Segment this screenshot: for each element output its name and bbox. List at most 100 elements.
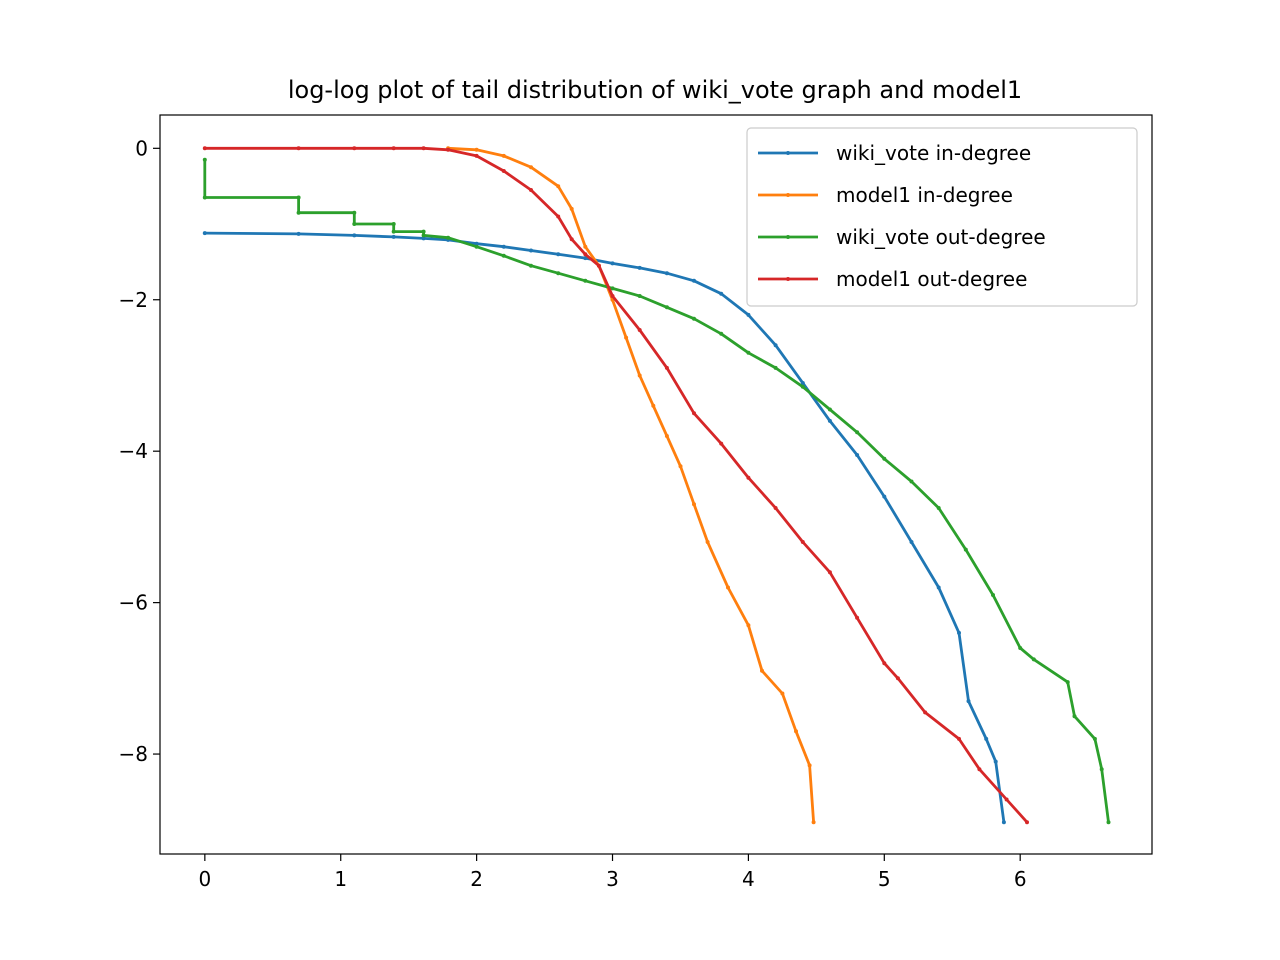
- series-2-point-13: [529, 263, 533, 268]
- series-0-point-16: [746, 312, 751, 317]
- series-3-point-17: [719, 441, 724, 446]
- series-1-point-6: [583, 244, 588, 249]
- series-2-point-17: [637, 294, 642, 298]
- series-0-point-6: [474, 241, 479, 246]
- series-1-point-13: [678, 464, 683, 469]
- series-0-point-10: [583, 256, 588, 261]
- series-3-point-10: [569, 237, 574, 242]
- x-tick-label-6: 6: [1014, 867, 1027, 891]
- series-1-point-20: [794, 729, 798, 734]
- series-0-point-21: [882, 494, 887, 499]
- series-2-point-4: [352, 210, 357, 215]
- series-1-point-10: [637, 373, 642, 378]
- series-2-point-6: [391, 222, 396, 226]
- series-1-point-3: [529, 165, 533, 170]
- chart-title: log-log plot of tail distribution of wik…: [288, 76, 1022, 104]
- series-1-point-18: [760, 668, 764, 673]
- x-tick-label-3: 3: [606, 867, 619, 891]
- series-2-point-1: [202, 195, 207, 200]
- series-0-point-8: [529, 248, 533, 253]
- series-0-point-4: [421, 236, 426, 241]
- series-3-point-12: [596, 263, 601, 268]
- x-tick-label-0: 0: [198, 867, 211, 891]
- series-1-point-5: [569, 206, 574, 211]
- series-3-point-26: [957, 736, 961, 741]
- series-1-point-19: [780, 691, 785, 696]
- series-2-point-14: [556, 271, 561, 276]
- series-0-point-1: [296, 231, 301, 236]
- x-tick-label-2: 2: [470, 867, 483, 891]
- series-line-0: [203, 231, 1006, 824]
- series-line-3: [203, 146, 1029, 824]
- series-0-point-22: [909, 540, 914, 544]
- series-2-point-26: [882, 456, 887, 461]
- series-2-point-16: [610, 286, 615, 291]
- series-2-point-15: [583, 278, 588, 283]
- series-3-point-13: [610, 294, 615, 298]
- series-3-point-14: [637, 328, 642, 332]
- series-3-point-11: [583, 252, 588, 257]
- series-1-point-15: [705, 540, 710, 544]
- series-2-point-10: [446, 235, 451, 240]
- series-3-point-21: [827, 570, 832, 575]
- series-1-point-12: [664, 434, 669, 438]
- series-1-point-21: [807, 763, 812, 768]
- series-3-point-19: [773, 506, 778, 510]
- series-2-point-7: [391, 229, 396, 234]
- series-3-point-8: [529, 188, 533, 192]
- series-0-point-12: [637, 265, 642, 270]
- series-2-point-24: [827, 407, 832, 412]
- series-2-point-32: [1031, 657, 1036, 662]
- series-0-point-18: [800, 381, 805, 385]
- series-1-point-14: [692, 502, 696, 507]
- series-2-point-34: [1072, 714, 1077, 719]
- series-3-point-18: [746, 475, 751, 480]
- series-3-point-5: [446, 147, 451, 152]
- series-0-point-15: [719, 291, 724, 296]
- series-0-point-19: [827, 418, 832, 423]
- series-0-point-14: [692, 278, 696, 283]
- plot-frame: [159, 114, 1153, 855]
- legend-label-1: model1 in-degree: [836, 183, 1013, 207]
- series-0-point-25: [966, 699, 971, 704]
- series-2-point-21: [746, 350, 751, 355]
- legend-label-0: wiki_vote in-degree: [836, 141, 1031, 165]
- legend-marker-1: [786, 193, 790, 197]
- x-tick-label-1: 1: [334, 867, 347, 891]
- series-2-point-2: [296, 195, 301, 200]
- series-3-point-16: [692, 411, 696, 416]
- legend-marker-0: [786, 151, 790, 155]
- plot-lines: [202, 146, 1111, 825]
- series-2-point-35: [1092, 736, 1097, 741]
- series-0-point-26: [984, 736, 989, 741]
- series-0-point-11: [610, 261, 615, 266]
- series-1-point-4: [556, 184, 561, 189]
- series-3-point-2: [352, 146, 357, 151]
- series-2-point-8: [421, 229, 426, 234]
- series-3-point-0: [202, 146, 207, 151]
- y-tick-label-2: −4: [119, 439, 148, 463]
- legend-marker-2: [786, 235, 790, 239]
- series-3-point-9: [556, 214, 561, 219]
- series-2-point-23: [800, 384, 805, 389]
- series-2-point-31: [1018, 646, 1023, 650]
- series-2-point-33: [1065, 680, 1070, 685]
- series-2-point-19: [692, 316, 696, 321]
- series-1-point-1: [474, 147, 479, 152]
- x-tick-label-5: 5: [878, 867, 891, 891]
- legend: wiki_vote in-degree model1 in-degree wiki_…: [746, 127, 1138, 307]
- series-2-point-27: [909, 479, 914, 484]
- series-3-point-28: [1004, 797, 1009, 802]
- series-3-point-6: [474, 153, 479, 158]
- y-tick-label-4: −8: [119, 742, 148, 766]
- y-tick-label-1: −2: [119, 288, 148, 312]
- legend-marker-3: [786, 277, 790, 281]
- series-3-point-3: [391, 146, 396, 151]
- series-0-point-2: [352, 233, 357, 238]
- series-2-point-28: [936, 506, 941, 510]
- series-0-point-24: [957, 630, 961, 635]
- series-2-point-37: [1106, 820, 1111, 825]
- y-tick-label-0: 0: [135, 136, 148, 160]
- series-0-point-27: [993, 759, 998, 764]
